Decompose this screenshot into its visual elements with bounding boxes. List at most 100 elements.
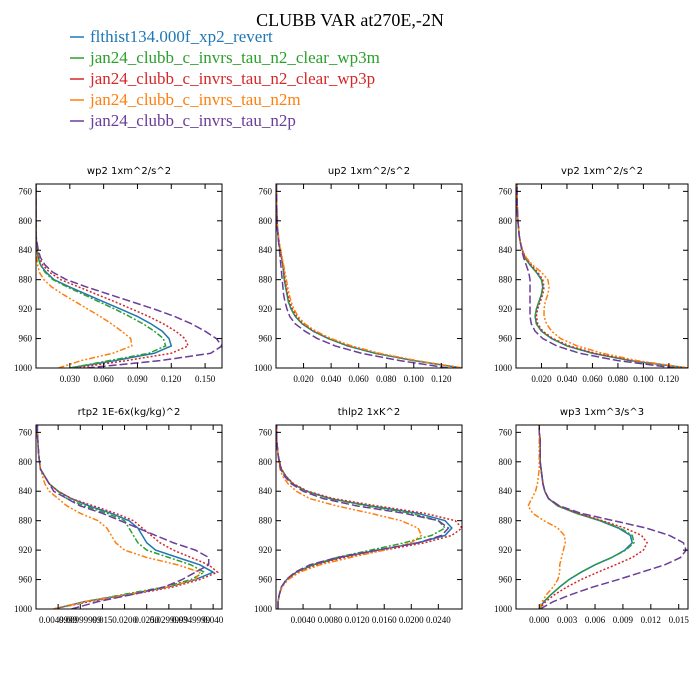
x-tick-label: 0.030 (60, 374, 81, 384)
x-tick-label: 0.120 (659, 374, 680, 384)
y-tick-label: 920 (259, 304, 273, 314)
y-tick-label: 960 (19, 334, 33, 344)
y-tick-label: 920 (19, 304, 33, 314)
legend-item: jan24_clubb_c_invrs_tau_n2p (70, 111, 296, 130)
legend-item: jan24_clubb_c_invrs_tau_n2_clear_wp3m (70, 48, 380, 67)
y-tick-label: 960 (499, 575, 513, 585)
series-line (516, 184, 688, 368)
x-tick-label: 0.009 (613, 615, 634, 625)
x-tick-label: 0.0200 (112, 615, 137, 625)
legend-label: jan24_clubb_c_invrs_tau_n2_clear_wp3m (89, 48, 380, 67)
y-tick-label: 840 (19, 486, 33, 496)
x-tick-label: 0.0240 (426, 615, 451, 625)
series-line (516, 184, 688, 368)
x-tick-label: 0.003 (557, 615, 578, 625)
plot-frame (515, 183, 689, 369)
series-line (276, 184, 462, 368)
y-tick-label: 1000 (14, 363, 33, 373)
panel-title: wp2 1xm^2/s^2 (87, 166, 171, 177)
y-tick-label: 960 (19, 575, 33, 585)
legend-item: jan24_clubb_c_invrs_tau_n2m (70, 90, 301, 109)
y-tick-label: 1000 (494, 604, 513, 614)
x-tick-label: 0.012 (641, 615, 661, 625)
panel: wp2 1xm^2/s^2 760 800 840 880 920 960 1000 0.030… (14, 166, 223, 384)
x-tick-label: 0.060 (582, 374, 603, 384)
x-tick-label: 0.080 (376, 374, 397, 384)
series-line (516, 184, 688, 368)
x-tick-label: 0.040 (321, 374, 342, 384)
panel-title: thlp2 1xK^2 (338, 407, 401, 418)
y-tick-label: 920 (499, 545, 513, 555)
series-line (36, 425, 215, 609)
series-line (36, 184, 167, 368)
y-tick-label: 1000 (494, 363, 513, 373)
y-tick-label: 1000 (254, 604, 273, 614)
x-tick-label: 0.0200 (399, 615, 424, 625)
legend-label: jan24_clubb_c_invrs_tau_n2_clear_wp3p (89, 69, 375, 88)
x-tick-label: 0.120 (161, 374, 182, 384)
y-tick-label: 800 (499, 216, 513, 226)
series-line (276, 184, 462, 368)
plot-frame (275, 424, 463, 610)
legend-label: flthist134.000f_xp2_revert (90, 27, 273, 46)
series-line (527, 425, 567, 609)
x-tick-label: 0.150 (195, 374, 216, 384)
y-tick-label: 760 (499, 427, 513, 437)
x-tick-label: 0.120 (431, 374, 452, 384)
legend: flthist134.000f_xp2_revert jan24_clubb_c_… (70, 27, 380, 130)
legend-label: jan24_clubb_c_invrs_tau_n2m (89, 90, 301, 109)
x-tick-label: 0.015 (669, 615, 690, 625)
y-tick-label: 840 (499, 245, 513, 255)
series-line (36, 425, 201, 609)
y-tick-label: 880 (499, 516, 513, 526)
panel-title: vp2 1xm^2/s^2 (561, 166, 643, 177)
y-tick-label: 960 (259, 575, 273, 585)
plot-frame (515, 424, 689, 610)
y-tick-label: 960 (499, 334, 513, 344)
y-tick-label: 840 (259, 245, 273, 255)
plot-frame (35, 424, 223, 610)
series-group (36, 425, 220, 609)
x-tick-label: 0.006 (585, 615, 606, 625)
series-line (36, 184, 133, 368)
y-tick-label: 840 (259, 486, 273, 496)
y-tick-label: 760 (19, 427, 33, 437)
x-tick-label: 0.0049999 (39, 615, 78, 625)
x-tick-label: 0.0040 (291, 615, 316, 625)
y-tick-label: 880 (499, 275, 513, 285)
series-line (516, 184, 676, 368)
y-tick-label: 880 (259, 516, 273, 526)
plot-frame (35, 183, 223, 369)
series-line (36, 425, 206, 609)
series-line (36, 425, 210, 609)
x-tick-label: 0.015 (92, 615, 113, 625)
x-tick-label: 0.0250 (134, 615, 159, 625)
y-tick-label: 800 (259, 216, 273, 226)
x-tick-label: 0.0349999 (172, 615, 211, 625)
panel-title: up2 1xm^2/s^2 (328, 166, 410, 177)
panel: rtp2 1E-6x(kg/kg)^2 760 800 840 880 920 960 100… (14, 407, 224, 625)
x-tick-label: 0.020 (531, 374, 552, 384)
series-group (527, 425, 687, 609)
series-line (276, 425, 453, 609)
panel-title: rtp2 1E-6x(kg/kg)^2 (78, 407, 181, 418)
x-tick-label: 0.040 (203, 615, 224, 625)
y-tick-label: 1000 (254, 363, 273, 373)
x-tick-label: 0.080 (608, 374, 629, 384)
y-tick-label: 760 (19, 186, 33, 196)
series-line (36, 184, 222, 368)
series-line (276, 184, 462, 368)
panel: up2 1xm^2/s^2 760 800 840 880 920 960 1000 0.020… (254, 166, 463, 384)
y-tick-label: 920 (19, 545, 33, 555)
series-line (36, 425, 220, 609)
x-tick-label: 0.040 (557, 374, 578, 384)
x-tick-label: 0.060 (94, 374, 115, 384)
y-tick-label: 760 (259, 427, 273, 437)
y-tick-label: 800 (499, 457, 513, 467)
series-group (276, 425, 462, 609)
series-group (276, 184, 462, 368)
panel: wp3 1xm^3/s^3 760 800 840 880 920 960 1000 0.000… (494, 407, 689, 625)
series-line (538, 425, 687, 609)
x-tick-label: 0.100 (404, 374, 425, 384)
